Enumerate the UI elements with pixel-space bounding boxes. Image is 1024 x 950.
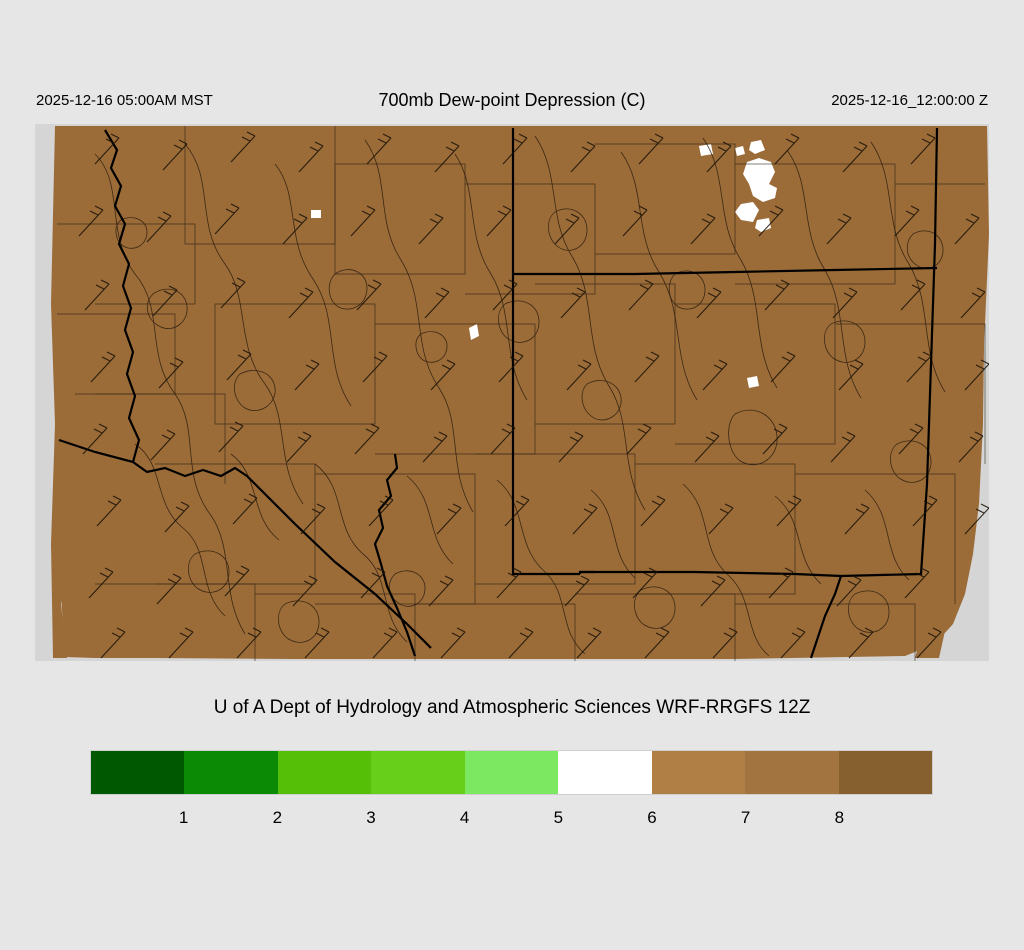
colorbar-tick-1: 1 xyxy=(178,808,189,827)
state-border-lines xyxy=(58,127,939,659)
page-title: 700mb Dew-point Depression (C) xyxy=(378,90,646,110)
colorbar-segment-3 xyxy=(371,751,465,794)
colorbar-tick-5: 5 xyxy=(553,808,564,827)
valid-time-local: 2025-12-16 05:00AM MST xyxy=(36,92,213,109)
map-header: 2025-12-16 05:00AM MST 700mb Dew-point D… xyxy=(0,90,1024,114)
wind-barb-field xyxy=(78,131,989,659)
colorbar-segment-4 xyxy=(464,751,559,794)
weather-map-canvas[interactable] xyxy=(35,124,989,661)
dewpoint-depression-fill xyxy=(51,126,989,659)
valid-time-utc: 2025-12-16_12:00:00 Z xyxy=(831,92,988,109)
colorbar-segment-1 xyxy=(184,751,278,794)
colorbar-tick-3: 3 xyxy=(366,808,376,827)
white-patch-group xyxy=(311,140,777,388)
colorbar-tick-2: 2 xyxy=(272,808,283,827)
colorbar-segment-5 xyxy=(558,751,652,794)
model-caption: U of A Dept of Hydrology and Atmospheric… xyxy=(213,697,811,718)
colorbar-tick-8: 8 xyxy=(834,808,845,827)
colorbar-segment-7 xyxy=(745,751,839,794)
colorbar-tick-7: 7 xyxy=(740,808,751,827)
weather-map-panel[interactable] xyxy=(35,124,989,661)
colorbar xyxy=(90,750,933,795)
colorbar-segment-8 xyxy=(838,751,932,794)
county-border-lines xyxy=(57,126,986,661)
colorbar-container xyxy=(90,750,933,795)
colorbar-segment-6 xyxy=(651,751,746,794)
colorbar-tick-4: 4 xyxy=(459,808,470,827)
colorbar-segment-0 xyxy=(91,751,185,794)
colorbar-segment-2 xyxy=(277,751,372,794)
colorbar-tick-labels: 1 2 3 4 5 6 7 8 xyxy=(90,808,933,832)
colorbar-tick-6: 6 xyxy=(647,808,657,827)
